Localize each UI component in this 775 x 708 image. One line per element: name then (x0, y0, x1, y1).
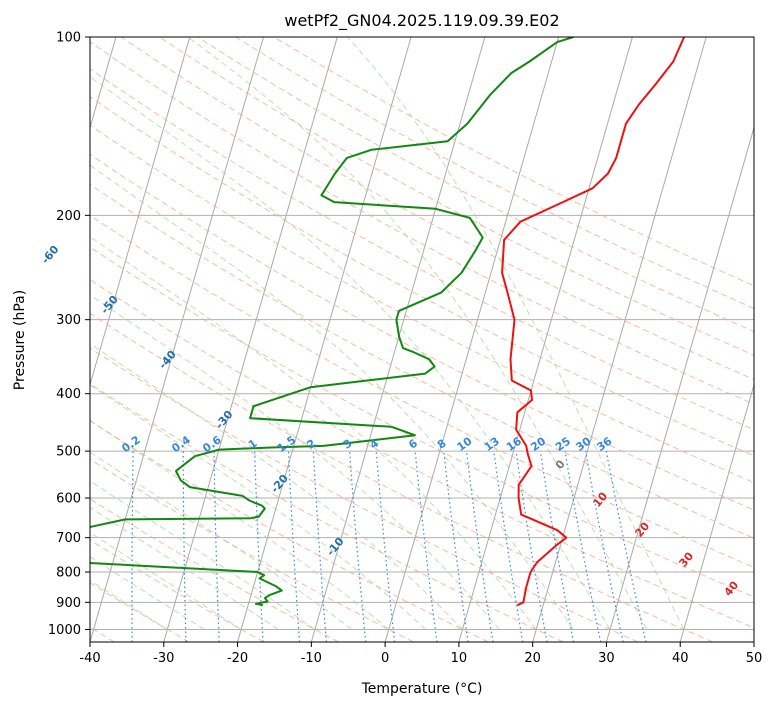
moist-adiabat (90, 236, 537, 630)
dewpoint-profile (90, 37, 574, 607)
background-lines (90, 37, 754, 642)
y-axis: 100 200 300 400 500 600 700 800 900 1000 (48, 31, 90, 638)
moist-adiabat (90, 294, 500, 630)
moist-adiabat (90, 506, 279, 630)
mixing-ratio-line (443, 451, 469, 642)
mixing-ratio-line (375, 451, 396, 642)
mixing-ratio-line (312, 451, 327, 642)
dry-adiabat (90, 124, 754, 484)
dry-adiabat (90, 68, 754, 431)
isotherm-line (384, 37, 560, 642)
y-tick-label: 600 (56, 492, 81, 507)
y-tick-label: 700 (56, 531, 81, 546)
x-tick-label: 30 (598, 651, 615, 666)
mixing-ratio-line (465, 451, 494, 642)
mixing-ratio-line (349, 451, 367, 642)
x-tick-label: 0 (381, 651, 389, 666)
mixing-ratio-line (493, 451, 524, 642)
moist-adiabat (90, 384, 426, 630)
dry-adiabat (159, 37, 754, 356)
isotherm-line (605, 125, 754, 642)
dry-adiabat (90, 153, 754, 511)
x-axis: -40 -30 -20 -10 0 10 20 30 40 50 (79, 642, 762, 666)
dry-adiabat (90, 183, 754, 539)
dry-adiabat (90, 41, 754, 405)
y-tick-label: 800 (56, 566, 81, 581)
mixing-ratio-line (539, 451, 575, 642)
y-tick-label: 500 (56, 445, 81, 460)
x-tick-label: 40 (672, 651, 689, 666)
mixing-ratio-line (213, 451, 220, 642)
mixing-ratio-line (414, 451, 438, 642)
x-tick-label: 20 (524, 651, 541, 666)
y-tick-label: 200 (56, 209, 81, 224)
dry-adiabat (90, 420, 489, 642)
mixing-ratio-line (131, 451, 134, 642)
moist-adiabat (90, 76, 611, 630)
isotherm-line (90, 37, 265, 642)
dry-adiabat (90, 347, 639, 642)
series-layer (90, 37, 686, 607)
dry-adiabat (90, 312, 713, 642)
y-tick-label: 100 (56, 31, 81, 46)
y-axis-title: Pressure (hPa) (12, 290, 28, 390)
temperature-profile (501, 37, 686, 607)
plot-frame (89, 36, 755, 643)
dry-adiabat (90, 458, 414, 642)
isotherm-line (679, 382, 754, 642)
mixing-ratio-line (515, 451, 548, 642)
y-tick-label: 900 (56, 596, 81, 611)
moist-adiabat (90, 164, 574, 630)
x-axis-title: Temperature (°C) (361, 681, 483, 697)
dry-adiabat (90, 383, 564, 642)
plot-area (90, 37, 754, 642)
moist-adiabat (90, 342, 463, 630)
moist-adiabat (187, 37, 648, 630)
mixing-ratio-line (254, 451, 264, 642)
x-tick-label: -10 (301, 651, 322, 666)
y-tick-label: 1000 (48, 623, 81, 638)
x-tick-label: -20 (227, 651, 248, 666)
x-tick-label: 10 (451, 651, 468, 666)
mixing-ratio-line (287, 451, 301, 642)
moist-adiabat (90, 451, 353, 630)
dry-adiabat (197, 37, 754, 333)
dry-adiabat (90, 214, 754, 568)
isotherm-line (163, 37, 338, 642)
x-tick-label: 50 (746, 651, 763, 666)
mixing-ratio-line (182, 451, 187, 642)
isotherm-line (458, 37, 633, 642)
dry-adiabat (90, 539, 265, 642)
isotherm-line (237, 37, 412, 642)
y-tick-label: 400 (56, 387, 81, 402)
moist-adiabat (347, 37, 685, 630)
moist-adiabat (90, 419, 390, 630)
moist-adiabat (90, 480, 316, 630)
x-tick-label: -40 (79, 651, 100, 666)
dry-adiabat (90, 279, 754, 629)
isotherm-line (90, 37, 191, 387)
x-tick-label: -30 (153, 651, 174, 666)
dry-adiabat (90, 246, 754, 598)
chart-title: wetPf2_GN04.2025.119.09.39.E02 (284, 11, 559, 31)
y-tick-label: 300 (56, 313, 81, 328)
dry-adiabat (90, 582, 190, 642)
